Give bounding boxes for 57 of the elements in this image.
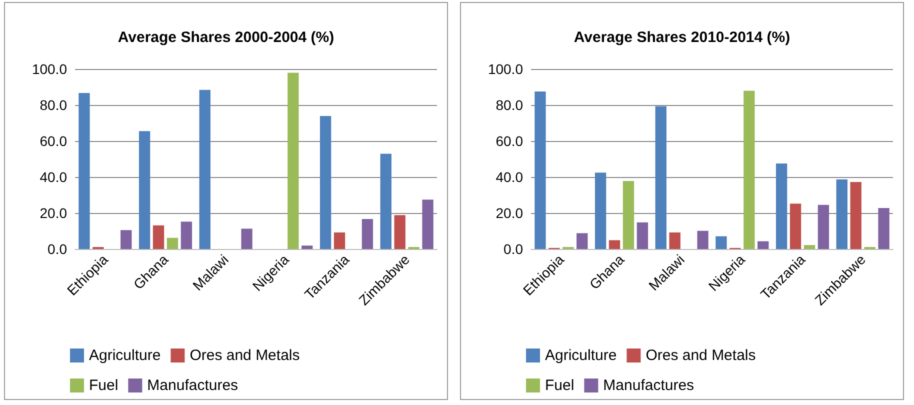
y-tick-label: 80.0 bbox=[40, 97, 68, 113]
bar bbox=[78, 92, 90, 249]
bar bbox=[776, 164, 788, 249]
bar bbox=[320, 116, 332, 249]
bar bbox=[878, 208, 890, 249]
bar bbox=[380, 154, 392, 249]
bar bbox=[790, 204, 802, 249]
bar bbox=[199, 90, 210, 249]
legend-label: Fuel bbox=[89, 377, 118, 394]
bar bbox=[288, 72, 299, 249]
bar bbox=[138, 131, 150, 249]
bar bbox=[636, 222, 648, 249]
y-tick-label: 60.0 bbox=[496, 133, 524, 149]
bar bbox=[120, 230, 132, 249]
bar bbox=[836, 179, 848, 249]
bar bbox=[152, 225, 164, 249]
legend-label: Agriculture bbox=[545, 347, 617, 364]
bar bbox=[576, 233, 588, 249]
legend-label: Agriculture bbox=[89, 347, 161, 364]
bar bbox=[334, 232, 346, 249]
bar bbox=[818, 204, 830, 249]
legend-label: Manufactures bbox=[603, 377, 694, 394]
bar bbox=[804, 245, 816, 249]
bar bbox=[669, 232, 680, 249]
y-tick-label: 20.0 bbox=[40, 205, 68, 221]
legend-label: Manufactures bbox=[147, 377, 238, 394]
y-tick-label: 20.0 bbox=[496, 205, 524, 221]
bar bbox=[697, 230, 708, 249]
bar bbox=[241, 228, 252, 249]
y-tick-label: 60.0 bbox=[40, 133, 68, 149]
bar bbox=[362, 218, 374, 249]
y-tick-label: 0.0 bbox=[48, 241, 68, 257]
y-tick-label: 80.0 bbox=[496, 97, 524, 113]
bar bbox=[850, 182, 862, 249]
bar bbox=[422, 200, 434, 249]
bar bbox=[608, 240, 620, 249]
legend-label: Ores and Metals bbox=[646, 347, 756, 364]
bar bbox=[744, 90, 755, 249]
bar bbox=[180, 222, 192, 249]
bar bbox=[622, 180, 634, 249]
bar bbox=[758, 241, 769, 249]
y-tick-label: 100.0 bbox=[488, 61, 524, 77]
chart-title: Average Shares 2000-2004 (%) bbox=[118, 29, 334, 46]
y-tick-label: 0.0 bbox=[504, 241, 524, 257]
bar bbox=[302, 246, 313, 249]
legend-label: Ores and Metals bbox=[190, 347, 300, 364]
y-tick-label: 40.0 bbox=[40, 169, 68, 185]
bar bbox=[534, 92, 546, 249]
legend-label: Fuel bbox=[545, 377, 574, 394]
bar bbox=[594, 172, 606, 249]
bar bbox=[655, 106, 666, 249]
y-tick-label: 100.0 bbox=[32, 61, 68, 77]
chart-title: Average Shares 2010-2014 (%) bbox=[574, 29, 790, 46]
bar bbox=[716, 236, 727, 249]
y-tick-label: 40.0 bbox=[496, 169, 524, 185]
bar bbox=[166, 238, 178, 249]
bar bbox=[394, 215, 406, 249]
